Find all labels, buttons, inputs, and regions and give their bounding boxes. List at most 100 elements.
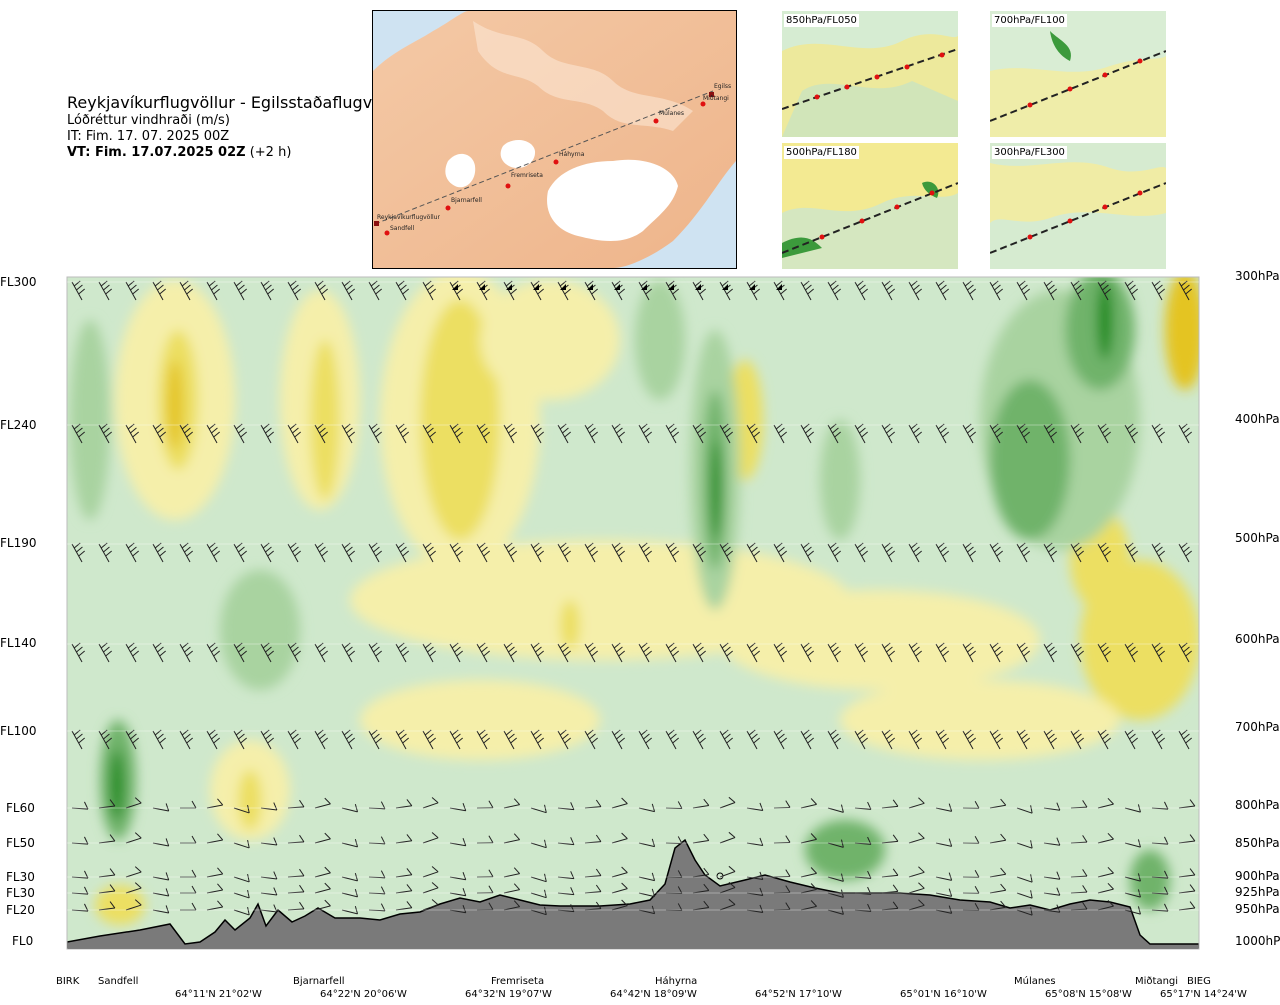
wind-barb <box>1016 874 1033 883</box>
wind-barb <box>314 899 331 911</box>
wind-barb <box>638 642 652 663</box>
route-map-svg: Reykjavíkurflugvöllur Sandfell Bjarnarfe… <box>373 11 736 268</box>
valid-time-offset: (+2 h) <box>245 145 292 160</box>
wind-barb <box>584 884 602 894</box>
wind-barb <box>800 542 814 563</box>
wind-barb <box>638 838 656 848</box>
wind-barb <box>314 280 328 301</box>
wind-barb <box>314 423 328 444</box>
panel-300hpa: 300hPa/FL300 <box>990 143 1166 269</box>
wind-barb <box>503 867 521 878</box>
wind-barb <box>206 423 220 444</box>
wind-barb <box>233 542 247 563</box>
waypoint-dot-bjarnarfell <box>445 205 451 211</box>
wind-barb <box>908 729 922 750</box>
wind-barb <box>125 882 142 894</box>
wind-barb <box>584 868 602 878</box>
issue-time: IT: Fim. 17. 07. 2025 00Z <box>67 129 230 144</box>
wind-barb <box>881 868 899 878</box>
wind-barb <box>1178 799 1196 809</box>
wind-barb <box>557 542 571 563</box>
wind-barb <box>692 280 706 301</box>
wind-barb <box>368 903 386 912</box>
wind-barb <box>368 729 382 750</box>
wind-barb <box>395 799 413 809</box>
wind-barb <box>1097 423 1111 444</box>
wind-barb <box>71 280 85 301</box>
wind-barb <box>773 902 791 911</box>
terrain-profile <box>67 838 1199 949</box>
panel-label: 300hPa/FL300 <box>992 146 1067 159</box>
wind-barb <box>1016 805 1033 814</box>
wind-barb <box>341 905 359 915</box>
wind-barb <box>584 729 598 750</box>
wind-barb <box>260 280 274 301</box>
wind-barb <box>530 642 544 663</box>
hpa-label: 300hPa <box>1235 269 1280 283</box>
wind-barb <box>557 642 571 663</box>
waypoint-dot-sandfell <box>384 230 390 236</box>
hpa-label: 500hPa <box>1235 531 1280 545</box>
wind-barb <box>989 280 1003 301</box>
x-site-label: Bjarnarfell <box>293 976 345 987</box>
wind-barb <box>449 729 463 750</box>
wind-barb <box>368 801 386 810</box>
wind-barb <box>584 799 602 809</box>
wind-barb <box>773 885 791 894</box>
wind-barb <box>98 280 112 301</box>
wind-barb <box>962 729 976 750</box>
wind-barb <box>152 888 170 897</box>
wind-barb <box>935 642 949 663</box>
x-coord-label: 65°01'N 16°10'W <box>900 989 987 1000</box>
wind-barb <box>341 423 355 444</box>
wind-barb <box>800 729 814 750</box>
wind-barb <box>206 542 220 563</box>
wind-barb <box>449 872 467 881</box>
wind-barb <box>908 797 925 809</box>
wind-barb <box>395 884 413 894</box>
hpa-label: 850hPa <box>1235 836 1280 850</box>
wind-barb <box>125 729 139 750</box>
wind-barb <box>1097 797 1114 809</box>
panel-500hpa: 500hPa/FL180 <box>782 143 958 269</box>
hpa-label: 800hPa <box>1235 798 1280 812</box>
wind-barb <box>422 797 439 809</box>
wind-barb <box>719 831 736 844</box>
wind-barb <box>935 838 953 847</box>
wind-barb <box>557 887 575 896</box>
x-site-label: Miðtangi <box>1135 976 1179 987</box>
wind-barb <box>179 280 193 301</box>
fl-label: FL140 <box>0 636 37 650</box>
wind-barb <box>1151 801 1169 810</box>
wind-barb <box>638 872 656 882</box>
wind-barb <box>368 280 382 301</box>
wind-barb <box>422 832 439 844</box>
wind-barb <box>881 901 899 911</box>
wind-barb <box>206 833 224 844</box>
wind-barb <box>476 542 490 563</box>
wind-barb <box>1097 642 1111 663</box>
fl-label: FL100 <box>0 724 37 738</box>
level-gridlines <box>67 281 1199 911</box>
wind-barb <box>287 901 305 911</box>
wind-barb <box>1016 280 1030 301</box>
wind-barb <box>1016 423 1030 444</box>
wind-barb <box>395 868 413 878</box>
wind-barb <box>1070 835 1088 844</box>
waypoint-dot-fremriseta <box>505 183 511 189</box>
wind-barb <box>611 832 628 844</box>
wind-barb <box>746 542 760 563</box>
wind-barb <box>827 873 844 882</box>
wind-barb <box>962 800 980 809</box>
wind-barb <box>476 835 494 844</box>
wind-barb <box>1151 886 1169 895</box>
wind-barb <box>341 729 355 750</box>
waypoint-labels: Reykjavíkurflugvöllur Sandfell Bjarnarfe… <box>377 83 731 232</box>
wind-barb <box>1043 423 1057 444</box>
wind-barb <box>206 642 220 663</box>
wind-barb <box>476 869 494 878</box>
wind-barb <box>71 801 89 810</box>
fl-label: FL0 <box>12 934 34 948</box>
wind-barb <box>98 542 112 563</box>
waypoint-label: Miðtangi <box>703 95 729 102</box>
